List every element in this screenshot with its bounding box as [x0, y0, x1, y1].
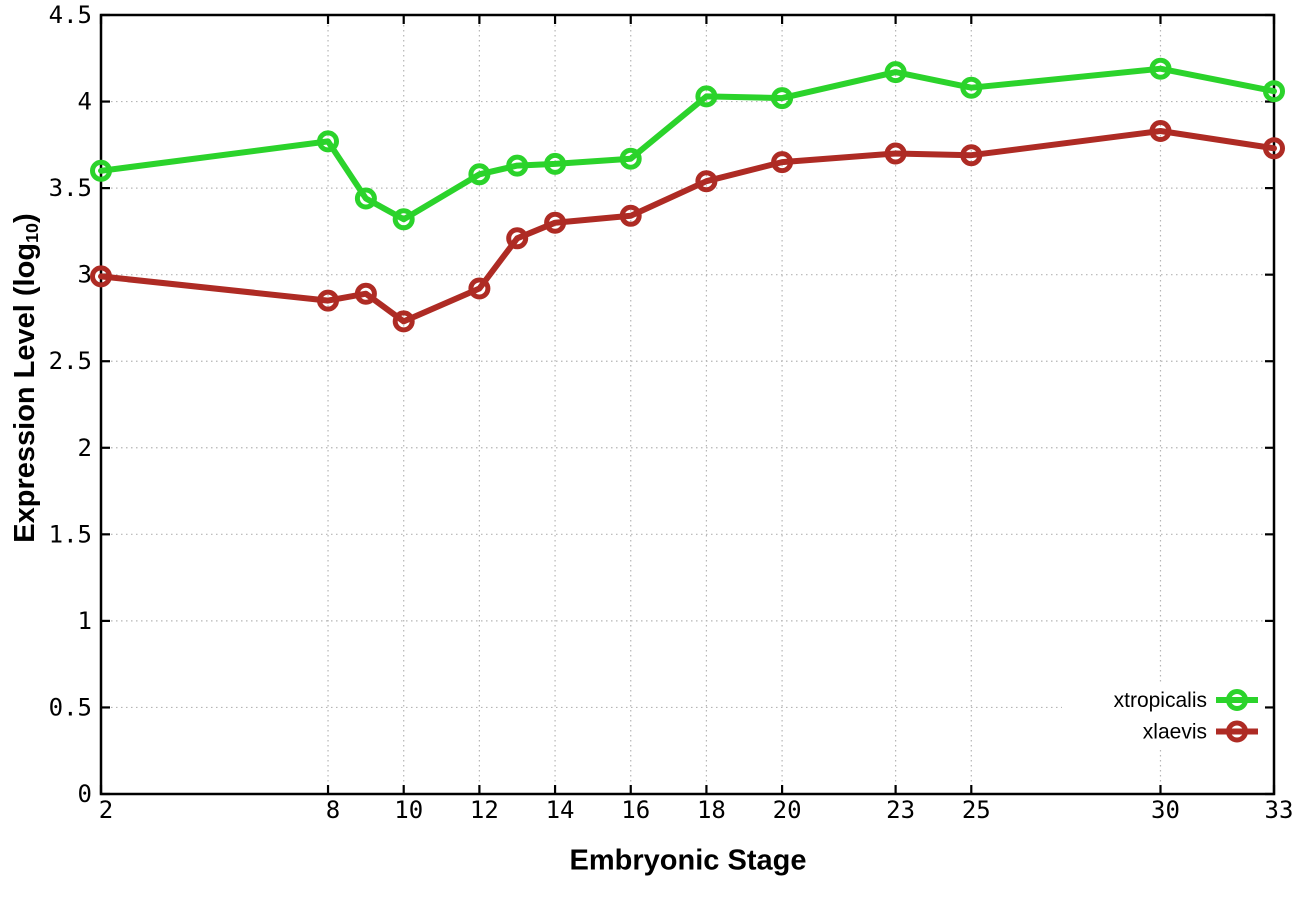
- y-axis-title: Expression Level (log10): [9, 213, 43, 542]
- y-tick-label: 3.5: [49, 174, 92, 202]
- series-xtropicalis: [90, 57, 1285, 231]
- tick-marks: [99, 13, 1276, 796]
- x-tick-label: 14: [546, 796, 575, 824]
- series-xlaevis: [90, 120, 1285, 333]
- data-point-marker: [695, 170, 718, 193]
- plot-border: [99, 13, 1276, 796]
- x-tick-label: 30: [1151, 796, 1180, 824]
- y-axis-title-subscript: 10: [22, 222, 43, 243]
- data-point-marker: [90, 265, 112, 288]
- legend-entry-xtropicalis: xtropicalis: [1114, 689, 1258, 712]
- data-point-marker: [506, 227, 529, 250]
- legend: xtropicalis xlaevis: [1114, 689, 1258, 744]
- legend-label-xlaevis: xlaevis: [1143, 721, 1207, 744]
- y-tick-label: 0.5: [49, 693, 92, 721]
- series-line-xtropicalis: [98, 65, 1277, 223]
- data-point-marker: [90, 159, 112, 182]
- y-tick-label: 2.5: [49, 347, 92, 375]
- y-tick-label: 1.5: [49, 520, 92, 548]
- data-point-marker: [354, 282, 377, 305]
- data-point-marker: [354, 187, 377, 210]
- legend-marker: [1226, 689, 1248, 711]
- x-tick-label: 18: [697, 796, 726, 824]
- data-point-marker: [317, 289, 339, 312]
- y-tick-label: 1: [78, 607, 92, 635]
- data-point-marker: [619, 204, 642, 227]
- data-point-marker: [884, 61, 907, 84]
- y-tick-label: 4.5: [49, 1, 92, 29]
- data-point-marker: [771, 151, 794, 174]
- data-point-marker: [392, 208, 415, 231]
- data-point-marker: [960, 76, 983, 99]
- x-tick-label: 8: [326, 796, 340, 824]
- x-tick-label: 10: [394, 796, 423, 824]
- data-point-marker: [884, 142, 907, 165]
- legend-label-xtropicalis: xtropicalis: [1114, 689, 1207, 712]
- legend-marker: [1226, 720, 1248, 743]
- y-tick-label: 4: [78, 88, 92, 116]
- x-tick-label: 25: [962, 796, 991, 824]
- y-tick-label: 0: [78, 780, 92, 808]
- data-point-marker: [544, 211, 567, 234]
- y-tick-label: 2: [78, 434, 92, 462]
- data-point-marker: [695, 85, 718, 108]
- data-point-marker: [506, 154, 529, 177]
- x-tick-label: 16: [621, 796, 650, 824]
- data-point-marker: [1149, 57, 1172, 80]
- gridlines: [101, 15, 1274, 794]
- y-axis-title-suffix: ): [8, 213, 41, 223]
- data-point-marker: [619, 147, 642, 170]
- data-point-marker: [317, 130, 339, 153]
- tick-labels: 2 8 10 12 14 16 18 20 23 25 30 33 0 0.5 1 1.5 2 2.5 3 3.5 4 4…: [49, 1, 1294, 824]
- data-point-marker: [771, 87, 794, 110]
- x-tick-label: 20: [773, 796, 802, 824]
- data-point-marker: [1263, 137, 1285, 160]
- x-axis-title: Embryonic Stage: [569, 844, 807, 877]
- data-point-marker: [544, 152, 567, 175]
- y-tick-label: 3: [78, 261, 92, 289]
- data-point-marker: [1149, 120, 1172, 142]
- y-axis-title-prefix: Expression Level (log: [8, 242, 41, 543]
- data-point-marker: [1263, 80, 1285, 103]
- x-tick-label: 23: [886, 796, 915, 824]
- legend-entry-xlaevis: xlaevis: [1143, 720, 1258, 744]
- data-point-marker: [468, 277, 491, 300]
- data-point-marker: [468, 163, 491, 186]
- x-tick-label: 12: [470, 796, 499, 824]
- x-tick-label: 33: [1265, 796, 1294, 824]
- data-point-marker: [960, 144, 983, 167]
- data-point-marker: [392, 310, 415, 333]
- x-tick-label: 2: [99, 796, 113, 824]
- series-line-xlaevis: [98, 128, 1277, 325]
